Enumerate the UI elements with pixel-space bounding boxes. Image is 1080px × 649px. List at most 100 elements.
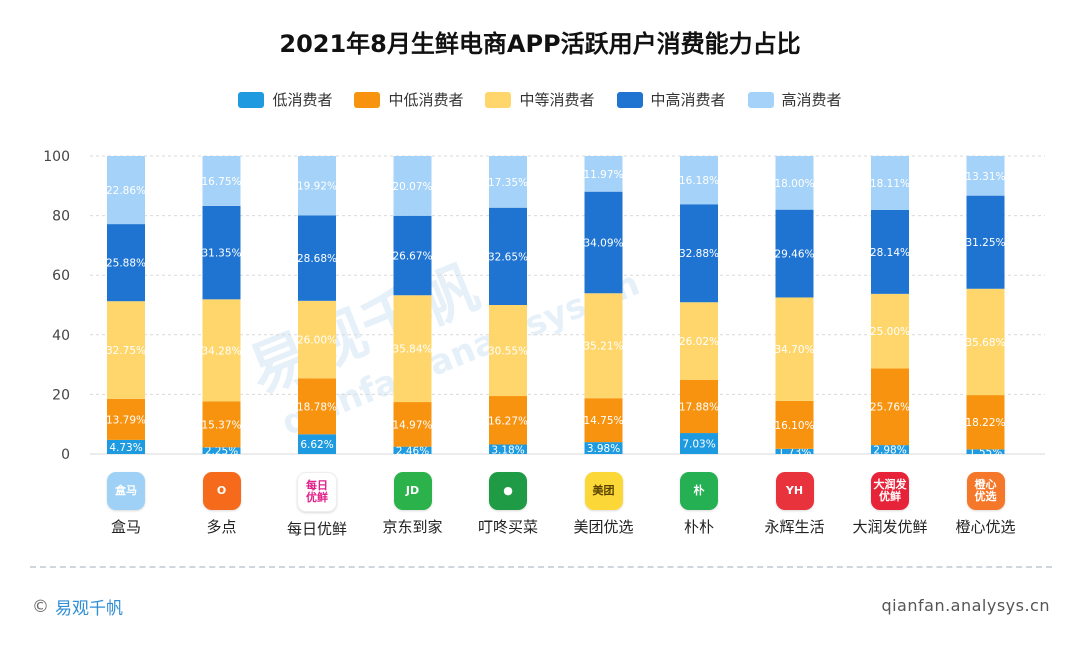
bar-segment [489,305,527,397]
legend-label: 中低消费者 [388,91,464,109]
bar-segment [489,444,527,454]
legend-swatch [485,91,512,108]
data-label: 16.75% [201,176,241,188]
data-label: 2.25% [205,446,238,458]
data-label: 20.07% [392,181,432,193]
y-tick-label: 20 [52,387,70,403]
hema-icon: 盒马 [107,472,145,510]
bar-segment [680,156,718,205]
bar-segment [107,301,145,399]
app-item: 盒马 盒马 [76,472,176,537]
bar-segment [298,300,336,379]
data-label: 7.03% [682,439,715,451]
data-label: 28.68% [297,253,337,265]
bar-segment [871,209,909,294]
bar-segment [584,442,623,454]
data-label: 19.92% [297,181,337,193]
x-axis-category-label: 朴朴 [683,518,714,536]
bar-segment [871,156,909,210]
x-axis-category-label: 盒马 [110,518,141,536]
yonghuishenghuo-icon: YH [775,472,814,510]
bar-segment [966,449,1005,454]
bar-segment [680,204,718,303]
bar-segment [775,156,814,210]
meiriyouxian-icon: 每日 优鲜 [297,472,337,512]
bar-segment [107,439,145,454]
data-label: 18.78% [297,401,337,413]
x-axis-category-label: 大润发优鲜 [852,518,928,536]
bar-segment [680,433,718,454]
data-label: 13.31% [965,171,1005,183]
bar-segment [775,297,814,401]
bar-segment [489,396,527,445]
legend-label: 中等消费者 [519,91,595,109]
data-label: 17.88% [679,401,719,413]
data-label: 32.88% [679,248,719,260]
legend-item: 中等消费者 [485,89,595,110]
x-axis-category-label: 橙心优选 [955,518,1016,536]
bar-segment [393,155,432,216]
bar-segment [584,156,623,192]
data-label: 3.98% [587,443,620,455]
app-item: ● 叮咚买菜 [458,472,558,537]
data-label: 16.27% [488,415,528,427]
bar-segment [489,156,527,208]
bar-segment [393,215,432,296]
x-axis-category-label: 多点 [206,518,237,536]
bar-segment [871,445,909,454]
bar-segment [966,395,1005,450]
bar-segment [680,379,718,434]
data-label: 2.46% [396,445,429,457]
meituanyouxuan-icon: 美团 [584,472,623,510]
bar-segment [871,293,909,369]
data-label: 35.84% [392,344,432,356]
data-label: 26.00% [297,335,337,347]
app-item: O 多点 [172,472,272,537]
data-label: 18.22% [965,417,1005,429]
legend-item: 高消费者 [747,89,842,110]
legend: 低消费者 中低消费者 中等消费者 中高消费者 高消费者 [0,89,1080,110]
darunfa-icon: 大润发 优鲜 [871,472,909,510]
bar-segment [489,207,527,305]
copyright: © 易观千帆 [32,594,123,620]
data-label: 14.97% [392,419,432,431]
x-axis-category-label: 永辉生活 [764,518,825,536]
data-label: 25.76% [870,402,910,414]
legend-label: 中高消费者 [650,91,726,109]
data-label: 18.11% [870,178,910,190]
data-label: 6.62% [300,439,333,451]
app-item: 美团 美团优选 [554,472,654,537]
data-label: 26.67% [392,251,432,263]
data-label: 1.73% [778,446,811,458]
bar-segment [202,205,241,300]
bar-segment [202,299,241,402]
bar-segment [202,401,241,448]
data-label: 18.00% [774,178,814,190]
data-label: 25.88% [106,258,146,270]
chengxinyouxuan-icon: 橙心 优选 [966,472,1005,510]
bar-segment [107,155,145,225]
source-site: qianfan.analysys.cn [881,596,1050,615]
bar-segment [393,402,432,447]
app-item: JD 京东到家 [363,472,463,537]
data-label: 25.00% [870,326,910,338]
duodian-icon: O [202,472,241,510]
bar-segment [393,446,432,454]
stacked-bar-chart: 0 20 40 60 80 100 4.73% 13.79% 32.75% 25.88% 22.86… [43,149,1045,463]
data-label: 34.28% [201,345,241,357]
y-tick-label: 0 [61,447,70,463]
jingdongdaojia-icon: JD [393,472,432,510]
bar-segment [298,378,336,435]
legend-swatch [354,91,381,108]
bar-segment [584,293,623,399]
data-label: 34.09% [583,237,623,249]
legend-label: 高消费者 [781,91,842,109]
bar-segment [202,447,241,454]
bar-segment [298,215,336,301]
legend-item: 中高消费者 [616,89,726,110]
footer-divider [30,566,1052,568]
data-label: 28.14% [870,247,910,259]
bar-segment [966,155,1005,196]
data-label: 32.65% [488,251,528,263]
data-label: 26.02% [679,336,719,348]
